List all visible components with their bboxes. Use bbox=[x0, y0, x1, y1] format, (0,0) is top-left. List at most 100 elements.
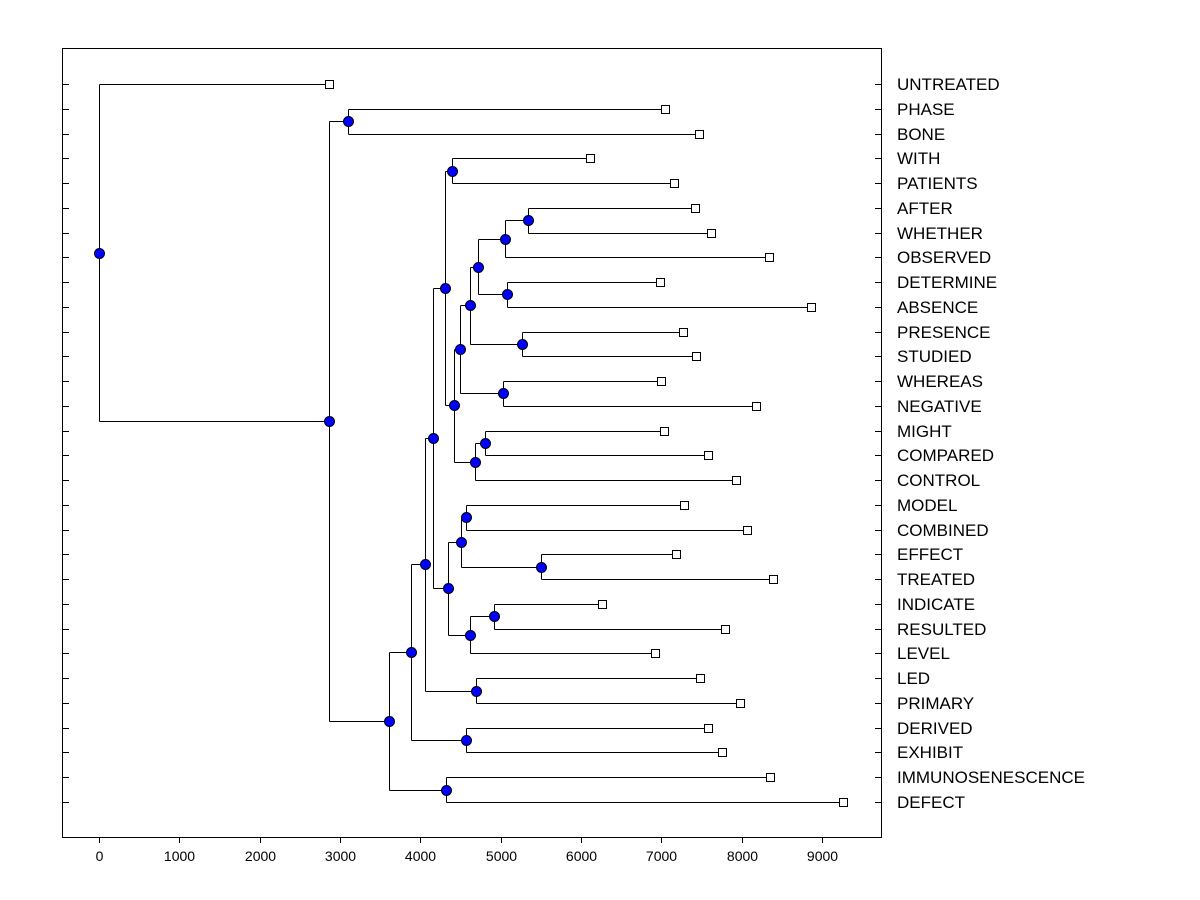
cluster-node bbox=[324, 416, 335, 427]
cluster-node bbox=[456, 537, 467, 548]
leaf-label: CONTROL bbox=[897, 471, 980, 490]
leaf-marker bbox=[839, 798, 848, 807]
leaf-label: LEVEL bbox=[897, 644, 950, 663]
cluster-node bbox=[465, 300, 476, 311]
leaf-label: WHEREAS bbox=[897, 372, 983, 391]
leaf-marker bbox=[718, 748, 727, 757]
x-tick-label: 1000 bbox=[164, 848, 195, 864]
leaf-label: BONE bbox=[897, 125, 945, 144]
cluster-node bbox=[517, 339, 528, 350]
leaf-marker bbox=[661, 105, 670, 114]
leaf-marker bbox=[695, 130, 704, 139]
leaf-marker bbox=[696, 674, 705, 683]
leaf-label: INDICATE bbox=[897, 595, 975, 614]
cluster-node bbox=[455, 344, 466, 355]
x-tick-label: 0 bbox=[96, 848, 104, 864]
cluster-node bbox=[470, 457, 481, 468]
leaf-label: DERIVED bbox=[897, 719, 973, 738]
cluster-node bbox=[461, 735, 472, 746]
cluster-node bbox=[443, 583, 454, 594]
leaf-marker bbox=[704, 724, 713, 733]
x-tick-label: 6000 bbox=[566, 848, 597, 864]
cluster-node bbox=[465, 630, 476, 641]
leaf-marker bbox=[704, 451, 713, 460]
leaf-marker bbox=[670, 179, 679, 188]
cluster-node bbox=[428, 433, 439, 444]
leaf-marker bbox=[586, 154, 595, 163]
leaf-marker bbox=[680, 501, 689, 510]
leaf-marker bbox=[769, 575, 778, 584]
leaf-marker bbox=[679, 328, 688, 337]
x-tick-label: 2000 bbox=[245, 848, 276, 864]
cluster-node bbox=[473, 262, 484, 273]
leaf-label: OBSERVED bbox=[897, 248, 991, 267]
cluster-node bbox=[94, 248, 105, 259]
leaf-marker bbox=[598, 600, 607, 609]
leaf-label: MODEL bbox=[897, 496, 957, 515]
leaf-label: COMBINED bbox=[897, 521, 989, 540]
cluster-node bbox=[406, 647, 417, 658]
leaf-marker bbox=[752, 402, 761, 411]
leaf-label: MIGHT bbox=[897, 422, 952, 441]
cluster-node bbox=[461, 512, 472, 523]
leaf-label: STUDIED bbox=[897, 347, 972, 366]
leaf-marker bbox=[692, 352, 701, 361]
leaf-marker bbox=[732, 476, 741, 485]
leaf-label: RESULTED bbox=[897, 620, 986, 639]
cluster-node bbox=[384, 716, 395, 727]
cluster-node bbox=[489, 611, 500, 622]
leaf-marker bbox=[691, 204, 700, 213]
leaf-marker bbox=[707, 229, 716, 238]
leaf-label: DEFECT bbox=[897, 793, 965, 812]
leaf-marker bbox=[736, 699, 745, 708]
cluster-node bbox=[471, 686, 482, 697]
leaf-label: PRESENCE bbox=[897, 323, 991, 342]
leaf-label: AFTER bbox=[897, 199, 953, 218]
cluster-node bbox=[441, 785, 452, 796]
cluster-node bbox=[536, 562, 547, 573]
plot-frame bbox=[62, 48, 882, 838]
leaf-marker bbox=[765, 253, 774, 262]
cluster-node bbox=[440, 283, 451, 294]
x-tick-label: 3000 bbox=[325, 848, 356, 864]
leaf-marker bbox=[325, 80, 334, 89]
leaf-marker bbox=[651, 649, 660, 658]
cluster-node bbox=[523, 215, 534, 226]
leaf-label: TREATED bbox=[897, 570, 975, 589]
leaf-label: PRIMARY bbox=[897, 694, 974, 713]
leaf-marker bbox=[656, 278, 665, 287]
leaf-label: COMPARED bbox=[897, 446, 994, 465]
leaf-label: PHASE bbox=[897, 100, 955, 119]
leaf-label: WITH bbox=[897, 149, 940, 168]
x-tick-label: 7000 bbox=[646, 848, 677, 864]
cluster-node bbox=[480, 438, 491, 449]
x-tick-label: 9000 bbox=[807, 848, 838, 864]
leaf-marker bbox=[657, 377, 666, 386]
cluster-node bbox=[343, 116, 354, 127]
leaf-label: PATIENTS bbox=[897, 174, 978, 193]
cluster-node bbox=[502, 289, 513, 300]
cluster-node bbox=[498, 388, 509, 399]
leaf-label: LED bbox=[897, 669, 930, 688]
leaf-label: WHETHER bbox=[897, 224, 983, 243]
x-tick-label: 8000 bbox=[727, 848, 758, 864]
cluster-node bbox=[449, 400, 460, 411]
leaf-label: DETERMINE bbox=[897, 273, 997, 292]
cluster-node bbox=[500, 234, 511, 245]
cluster-node bbox=[447, 166, 458, 177]
leaf-label: NEGATIVE bbox=[897, 397, 982, 416]
leaf-label: ABSENCE bbox=[897, 298, 978, 317]
leaf-marker bbox=[672, 550, 681, 559]
leaf-label: EXHIBIT bbox=[897, 743, 963, 762]
cluster-node bbox=[420, 559, 431, 570]
leaf-label: UNTREATED bbox=[897, 75, 1000, 94]
leaf-label: IMMUNOSENESCENCE bbox=[897, 768, 1085, 787]
leaf-marker bbox=[660, 427, 669, 436]
leaf-marker bbox=[807, 303, 816, 312]
leaf-marker bbox=[766, 773, 775, 782]
leaf-label: EFFECT bbox=[897, 545, 963, 564]
leaf-marker bbox=[721, 625, 730, 634]
x-tick-label: 5000 bbox=[486, 848, 517, 864]
x-tick-label: 4000 bbox=[405, 848, 436, 864]
